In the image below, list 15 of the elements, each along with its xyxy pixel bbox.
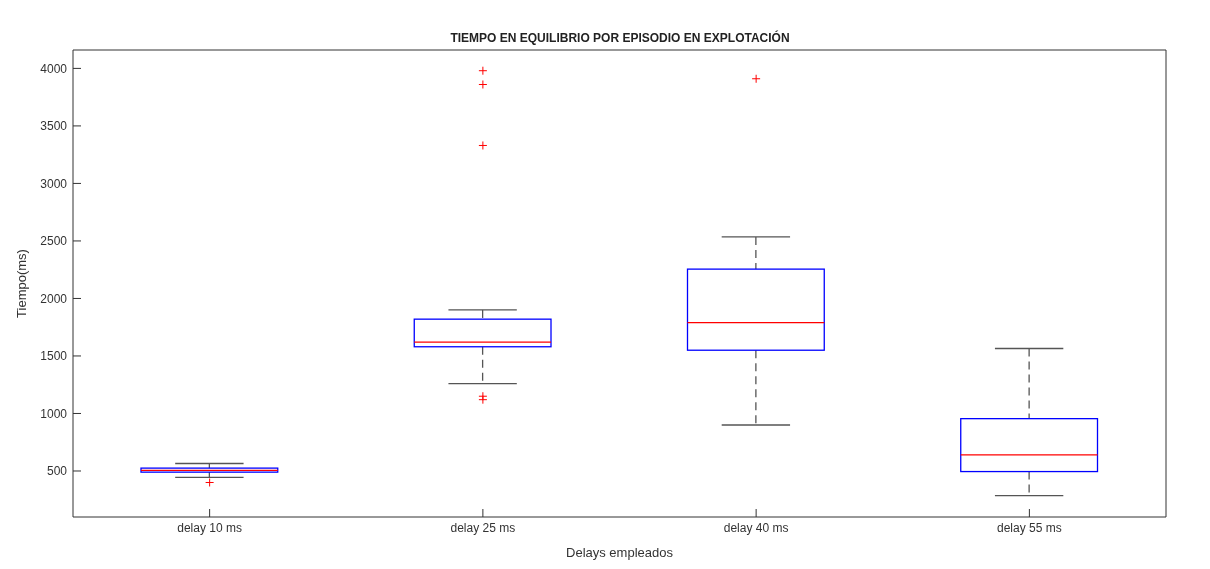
x-tick-label: delay 10 ms <box>177 520 242 535</box>
y-tick-label: 1500 <box>40 349 68 364</box>
y-tick-label: 4000 <box>40 61 68 76</box>
x-tick-label: delay 25 ms <box>450 520 516 535</box>
y-tick-label: 2500 <box>40 234 68 249</box>
x-tick-label: delay 40 ms <box>723 520 789 535</box>
y-tick-label: 3000 <box>40 176 68 191</box>
chart-title: TIEMPO EN EQUILIBRIO POR EPISODIO EN EXPLOTACIÓN <box>449 31 791 45</box>
y-tick-label: 2000 <box>40 291 68 306</box>
x-axis-title: Delays empleados <box>566 545 674 560</box>
x-tick-label: delay 55 ms <box>997 520 1062 535</box>
y-tick-label: 500 <box>46 464 68 479</box>
y-tick-label: 3500 <box>40 119 68 134</box>
y-axis-title: Tiempo(ms) <box>13 249 29 318</box>
y-tick-label: 1000 <box>40 406 68 421</box>
